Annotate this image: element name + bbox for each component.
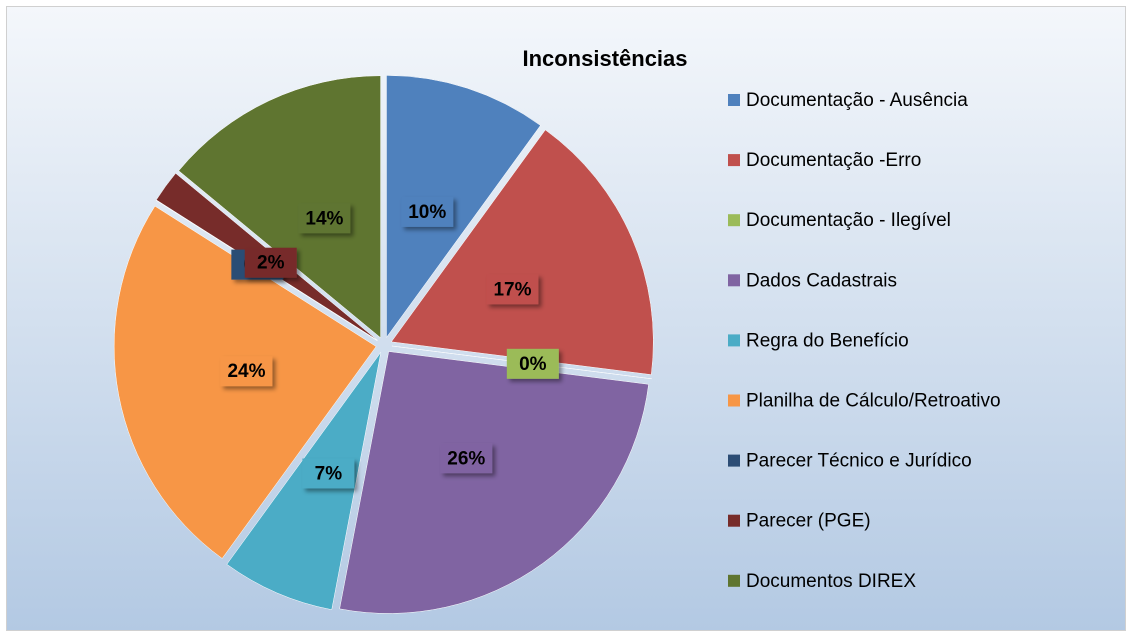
data-label-box: [440, 443, 493, 474]
data-label-text: 14%: [305, 208, 343, 229]
data-label-text: 0%: [519, 354, 547, 375]
legend-label: Documentos DIREX: [746, 571, 916, 592]
legend-swatch: [728, 574, 740, 587]
data-label-box: [298, 203, 351, 234]
legend-swatch: [728, 214, 740, 227]
legend-label: Documentação - Ausência: [746, 90, 968, 111]
data-label: 7%: [302, 458, 355, 489]
legend-swatch: [728, 154, 740, 167]
data-label-text: 26%: [447, 448, 485, 469]
data-label: 24%: [220, 356, 273, 387]
data-label-text: 17%: [493, 279, 531, 300]
legend-label: Regra do Benefício: [746, 330, 909, 351]
data-label-box: [506, 348, 559, 379]
data-label-box: [401, 196, 454, 227]
data-label-box: [244, 247, 297, 278]
legend-label: Documentação - Ilegível: [746, 210, 951, 231]
legend-swatch: [728, 394, 740, 407]
legend-label: Parecer Técnico e Jurídico: [746, 451, 972, 472]
legend-label: Parecer (PGE): [746, 511, 871, 532]
pie-slice: [178, 75, 381, 339]
legend-swatch: [728, 514, 740, 527]
legend-swatch: [728, 274, 740, 287]
pie-slice: [390, 129, 654, 375]
legend-label: Dados Cadastrais: [746, 270, 897, 291]
data-label: 17%: [486, 274, 539, 305]
legend-label: Planilha de Cálculo/Retroativo: [746, 391, 1001, 412]
data-label-box: [220, 356, 273, 387]
data-label-text: 2%: [257, 253, 285, 274]
data-label: 14%: [298, 203, 351, 234]
legend-swatch: [728, 334, 740, 347]
pie-slice: [339, 351, 649, 614]
data-label-box: [302, 458, 355, 489]
legend-label: Documentação -Erro: [746, 150, 921, 171]
data-label: 0%: [506, 348, 559, 379]
data-label-text: 7%: [315, 464, 343, 485]
data-label: 26%: [440, 443, 493, 474]
data-label: 2%: [244, 247, 297, 278]
data-label: 10%: [401, 196, 454, 227]
pie-slice: [386, 75, 541, 339]
legend-swatch: [728, 454, 740, 467]
legend-swatch: [728, 94, 740, 106]
data-label-box: [486, 274, 539, 305]
data-label-text: 10%: [408, 202, 446, 223]
chart-title: Inconsistências: [522, 46, 687, 71]
data-label-text: 24%: [227, 361, 265, 382]
